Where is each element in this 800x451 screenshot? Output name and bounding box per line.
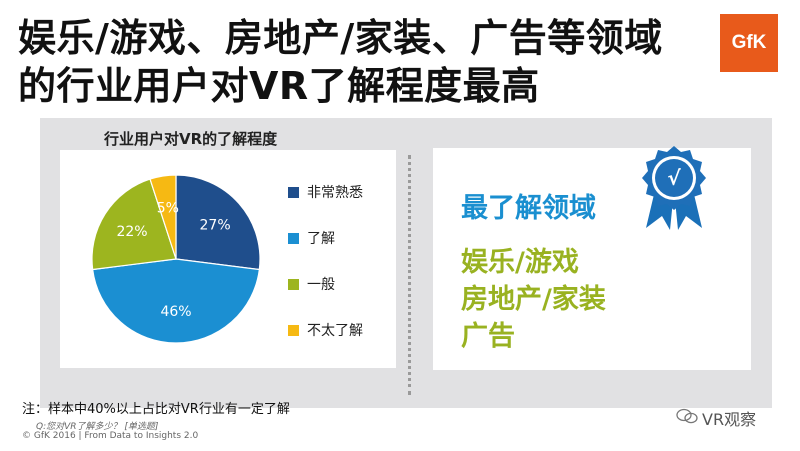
legend-item: 了解 [288,226,363,250]
gfk-logo: GfK [720,14,778,72]
page-title-line1: 娱乐/游戏、房地产/家装、广告等领域 [18,16,663,60]
wechat-icon [676,408,698,424]
best-fields-panel: 最了解领域 娱乐/游戏 房地产/家装 广告 √ [433,146,751,370]
legend-label: 不太了解 [307,323,363,339]
legend-label: 非常熟悉 [307,185,363,201]
watermark: VR观察 [702,410,757,429]
legend-item: 一般 [288,272,363,296]
pie-data-label: 27% [200,218,231,234]
best-field-item: 广告 [461,321,515,352]
chart-title: 行业用户对VR的了解程度 [104,130,278,148]
best-fields-list: 娱乐/游戏 房地产/家装 广告 [461,244,606,355]
best-field-item: 娱乐/游戏 [461,247,579,278]
legend-item: 非常熟悉 [288,180,363,204]
best-fields-heading: 最了解领域 [461,193,596,224]
pie-data-label: 22% [116,224,147,240]
legend-swatch [288,324,299,336]
page-title-line2: 的行业用户对VR了解程度最高 [18,64,540,108]
pie-chart: 27% 46% 22% 5% [91,174,261,344]
page-title: 娱乐/游戏、房地产/家装、广告等领域 的行业用户对VR了解程度最高 [18,14,708,110]
survey-question: Q:您对VR了解多少？ [单选题] [36,422,159,432]
best-field-item: 房地产/家装 [461,284,606,315]
pie-slice [175,174,261,271]
dotted-divider [408,155,411,395]
legend-item: 不太了解 [288,318,363,342]
pie-data-label: 5% [157,201,179,217]
chart-legend: 非常熟悉了解一般不太了解 [288,180,363,364]
checkmark-ribbon-badge-icon: √ [642,146,706,230]
pie-data-label: 46% [160,304,191,320]
pie-slice [91,178,177,271]
copyright: © GfK 2016 | From Data to Insights 2.0 [22,431,199,441]
legend-label: 一般 [307,277,335,293]
pie-slice [91,258,261,344]
pie-slice [149,174,177,260]
chart-box: 27% 46% 22% 5% 非常熟悉了解一般不太了解 [60,150,396,368]
legend-swatch [288,232,299,244]
legend-label: 了解 [307,231,335,247]
badge-check-mark: √ [667,166,681,190]
legend-swatch [288,186,299,198]
legend-swatch [288,278,299,290]
footnote: 注：样本中40%以上占比对VR行业有一定了解 [22,402,290,417]
